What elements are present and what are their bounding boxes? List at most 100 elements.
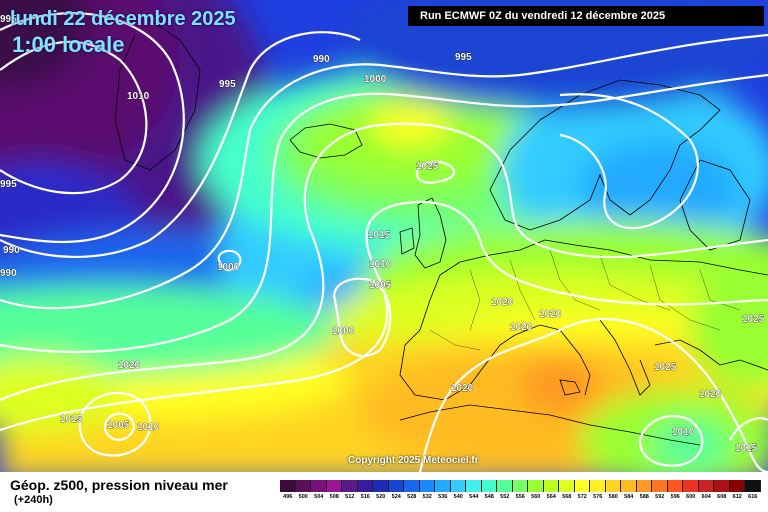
color-scale-label: 584 bbox=[624, 494, 634, 500]
isobar-label: 995 bbox=[219, 79, 236, 90]
isobar-label: 995 bbox=[0, 179, 17, 190]
color-scale-label: 612 bbox=[732, 494, 742, 500]
coastlines bbox=[114, 19, 768, 446]
isobar-label: 1005 bbox=[369, 280, 392, 291]
isobar-label: 1020 bbox=[118, 360, 141, 371]
isobar-label: 995 bbox=[0, 14, 17, 25]
isobar-label: 1025 bbox=[416, 161, 439, 172]
isobar-label: 1005 bbox=[107, 420, 130, 431]
color-scale-label: 608 bbox=[717, 494, 727, 500]
color-scale-swatch bbox=[574, 480, 590, 492]
color-scale-swatch bbox=[698, 480, 714, 492]
legend-bar: Géop. z500, pression niveau mer (+240h) … bbox=[0, 472, 768, 512]
color-scale-label: 592 bbox=[655, 494, 665, 500]
color-scale-swatch bbox=[280, 480, 296, 492]
isobar-label: 1000 bbox=[217, 262, 240, 273]
isobar-label: 1025 bbox=[742, 314, 765, 325]
color-scale-swatch bbox=[745, 480, 761, 492]
color-scale-label: 496 bbox=[283, 494, 293, 500]
color-scale-swatch bbox=[512, 480, 528, 492]
isobar-label: 1020 bbox=[539, 309, 562, 320]
forecast-local-time: 1:00 locale bbox=[12, 32, 125, 57]
weather-map: 995 990 995 1000 995 1010 995 990 990 10… bbox=[0, 0, 768, 472]
isobar-label: 990 bbox=[0, 268, 17, 279]
isobar-label: 1015 bbox=[735, 443, 758, 454]
color-scale-label: 552 bbox=[500, 494, 510, 500]
color-scale-swatch bbox=[636, 480, 652, 492]
color-scale-swatch bbox=[466, 480, 482, 492]
color-scale-label: 544 bbox=[469, 494, 479, 500]
color-scale-label: 576 bbox=[593, 494, 603, 500]
color-scale-swatch bbox=[373, 480, 389, 492]
color-scale-label: 512 bbox=[345, 494, 355, 500]
color-scale-label: 524 bbox=[391, 494, 401, 500]
isobar-label: 1025 bbox=[654, 362, 677, 373]
color-scale-label: 548 bbox=[484, 494, 494, 500]
isobar-label: 1020 bbox=[451, 383, 474, 394]
isobar-label: 990 bbox=[313, 54, 330, 65]
isobar-label: 1010 bbox=[672, 427, 695, 438]
color-scale-label: 560 bbox=[531, 494, 541, 500]
color-scale-label: 504 bbox=[314, 494, 324, 500]
color-scale-label: 580 bbox=[608, 494, 618, 500]
color-scale-swatch bbox=[667, 480, 683, 492]
isobar-label: 1020 bbox=[510, 322, 533, 333]
color-scale-label: 528 bbox=[407, 494, 417, 500]
color-scale-swatch bbox=[621, 480, 637, 492]
color-scale-label: 616 bbox=[748, 494, 758, 500]
color-scale-label: 516 bbox=[360, 494, 370, 500]
color-scale-label: 564 bbox=[546, 494, 556, 500]
color-scale-swatch bbox=[435, 480, 451, 492]
color-scale-swatch bbox=[683, 480, 699, 492]
color-scale-swatch bbox=[652, 480, 668, 492]
color-scale-swatch bbox=[388, 480, 404, 492]
color-scale-label: 596 bbox=[670, 494, 680, 500]
isobar-label: 1015 bbox=[368, 230, 391, 241]
isobar-label: 1020 bbox=[699, 389, 722, 400]
isobar-label: 1015 bbox=[60, 414, 83, 425]
model-run-info: Run ECMWF 0Z du vendredi 12 décembre 202… bbox=[408, 6, 764, 26]
color-scale-label: 604 bbox=[701, 494, 711, 500]
forecast-date: lundi 22 décembre 2025 bbox=[10, 8, 236, 30]
country-borders bbox=[429, 249, 741, 351]
color-scale-swatch bbox=[528, 480, 544, 492]
color-scale-swatch bbox=[342, 480, 358, 492]
color-scale-label: 572 bbox=[577, 494, 587, 500]
isobar-label: 1000 bbox=[364, 74, 387, 85]
isobar-label: 1020 bbox=[491, 297, 514, 308]
color-scale-swatch bbox=[295, 480, 311, 492]
color-scale-swatch bbox=[326, 480, 342, 492]
color-scale-label: 532 bbox=[422, 494, 432, 500]
color-scale-swatch bbox=[311, 480, 327, 492]
color-scale-swatch bbox=[450, 480, 466, 492]
copyright: Copyright 2025 Meteociel.fr bbox=[348, 455, 479, 466]
color-scale-swatch bbox=[605, 480, 621, 492]
isobar-label: 990 bbox=[3, 245, 20, 256]
parameter-title: Géop. z500, pression niveau mer bbox=[10, 477, 228, 493]
isobar-label: 1010 bbox=[137, 422, 160, 433]
isobar-label: 1000 bbox=[332, 326, 355, 337]
color-scale-swatch bbox=[590, 480, 606, 492]
color-scale-label: 540 bbox=[453, 494, 463, 500]
color-scale-swatch bbox=[404, 480, 420, 492]
color-scale-label: 520 bbox=[376, 494, 386, 500]
isobar-labels: 995 990 995 1000 995 1010 995 990 990 10… bbox=[0, 14, 765, 455]
map-svg: 995 990 995 1000 995 1010 995 990 990 10… bbox=[0, 0, 768, 472]
color-scale-swatch bbox=[559, 480, 575, 492]
color-scale-label: 588 bbox=[639, 494, 649, 500]
color-scale-swatch bbox=[714, 480, 730, 492]
isobar-label: 1010 bbox=[127, 91, 150, 102]
isobar-label: 995 bbox=[455, 52, 472, 63]
color-scale-swatch bbox=[481, 480, 497, 492]
color-scale-swatch bbox=[543, 480, 559, 492]
color-scale-label: 556 bbox=[515, 494, 525, 500]
lead-time: (+240h) bbox=[14, 494, 53, 506]
color-scale-swatch bbox=[729, 480, 745, 492]
isobar-label: 1010 bbox=[369, 259, 392, 270]
isobars bbox=[0, 12, 768, 472]
color-scale-label: 508 bbox=[329, 494, 339, 500]
color-scale-swatch bbox=[497, 480, 513, 492]
color-scale-label: 500 bbox=[298, 494, 308, 500]
color-scale-swatch bbox=[419, 480, 435, 492]
color-scale-swatch bbox=[357, 480, 373, 492]
